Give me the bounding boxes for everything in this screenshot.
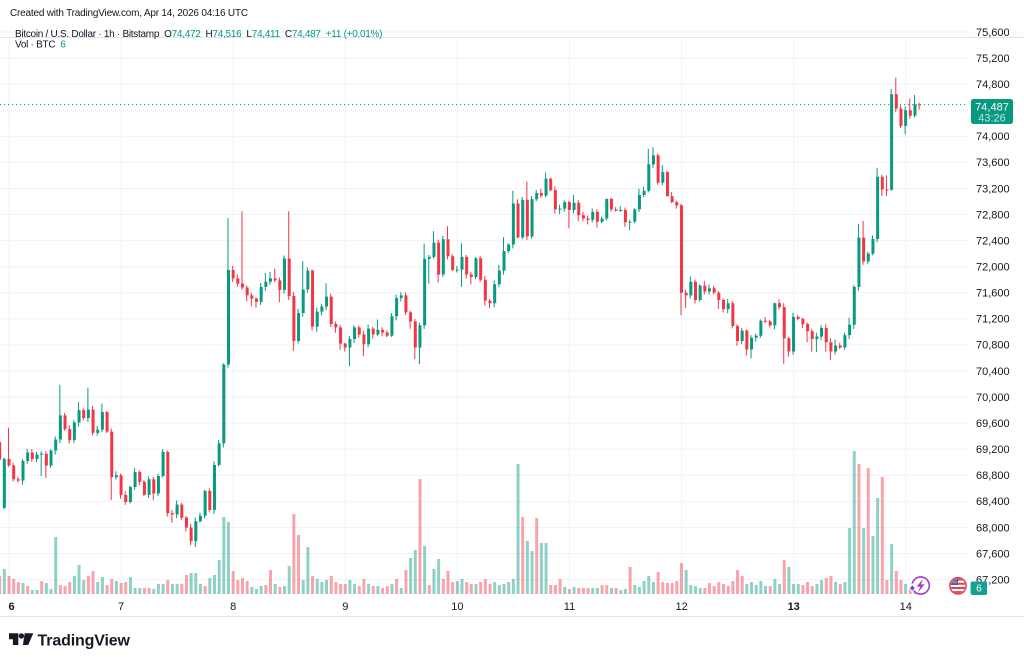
svg-text:73,600: 73,600	[976, 157, 1010, 169]
svg-text:70,400: 70,400	[976, 366, 1010, 378]
svg-text:TradingView: TradingView	[38, 632, 131, 649]
svg-text:9: 9	[342, 601, 348, 613]
svg-text:72,400: 72,400	[976, 235, 1010, 247]
svg-text:7: 7	[118, 601, 124, 613]
svg-text:71,600: 71,600	[976, 288, 1010, 300]
svg-text:68,800: 68,800	[976, 470, 1010, 482]
svg-text:67,600: 67,600	[976, 548, 1010, 560]
svg-text:74,487: 74,487	[975, 102, 1009, 114]
svg-text:74,800: 74,800	[976, 79, 1010, 91]
svg-text:6: 6	[976, 584, 982, 595]
svg-text:72,800: 72,800	[976, 209, 1010, 221]
svg-text:68,000: 68,000	[976, 522, 1010, 534]
svg-text:6: 6	[8, 601, 14, 613]
svg-text:Created with TradingView.com,: Created with TradingView.com, Apr 14, 20…	[10, 8, 248, 19]
svg-text:75,200: 75,200	[976, 53, 1010, 65]
svg-text:72,000: 72,000	[976, 262, 1010, 274]
svg-text:71,200: 71,200	[976, 314, 1010, 326]
svg-text:Vol · BTC 6: Vol · BTC 6	[15, 40, 66, 51]
svg-text:Bitcoin / U.S. Dollar · 1h · B: Bitcoin / U.S. Dollar · 1h · Bitstamp O7…	[15, 29, 382, 40]
svg-text:8: 8	[230, 601, 236, 613]
svg-text:13: 13	[788, 601, 800, 613]
svg-text:11: 11	[564, 601, 575, 613]
svg-text:68,400: 68,400	[976, 496, 1010, 508]
svg-text:70,800: 70,800	[976, 340, 1010, 352]
svg-text:14: 14	[900, 601, 912, 613]
svg-text:12: 12	[675, 601, 687, 613]
svg-text:70,000: 70,000	[976, 392, 1010, 404]
svg-text:43:26: 43:26	[978, 113, 1006, 125]
svg-text:69,600: 69,600	[976, 418, 1010, 430]
svg-text:75,600: 75,600	[976, 27, 1010, 39]
svg-text:73,200: 73,200	[976, 183, 1010, 195]
svg-text:74,000: 74,000	[976, 131, 1010, 143]
svg-text:10: 10	[451, 601, 463, 613]
svg-text:69,200: 69,200	[976, 444, 1010, 456]
